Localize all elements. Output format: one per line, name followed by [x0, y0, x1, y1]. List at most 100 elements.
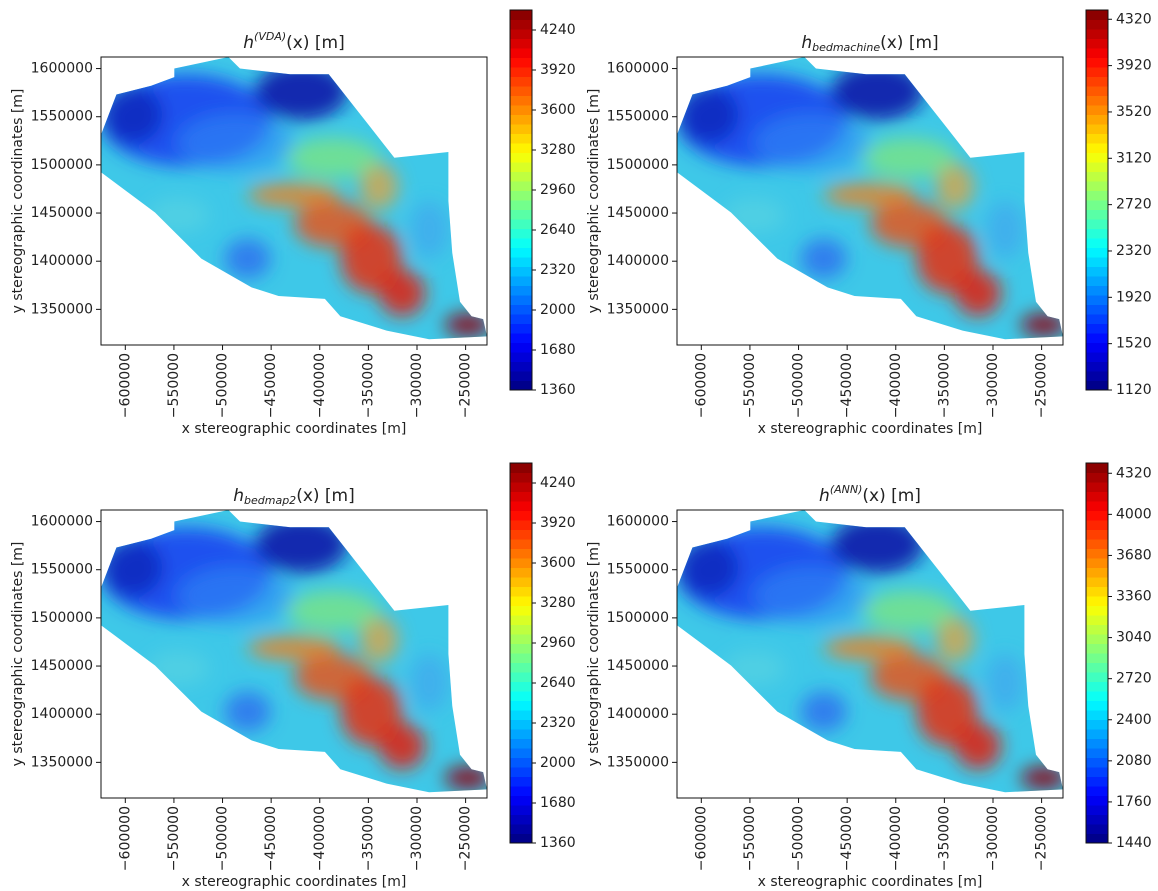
x-tick-label: −450000 [263, 806, 279, 871]
colorbar-tick-label: 2320 [540, 262, 576, 278]
colorbar-tick-label: 1680 [540, 342, 576, 358]
title-part: bedmachine [812, 41, 880, 54]
x-tick-label: −550000 [742, 353, 758, 418]
colorbar-tick-label: 3920 [1116, 58, 1152, 74]
x-tick-label: −300000 [409, 353, 425, 418]
chart-title: hbedmap2(x) [m] [233, 486, 355, 507]
map [101, 510, 487, 793]
title-part: (ANN) [830, 483, 863, 496]
axes-frame [100, 56, 488, 346]
y-tick-label: 1450000 [607, 205, 669, 221]
axes-frame [100, 509, 488, 799]
map [677, 57, 1063, 340]
panel: h(ANN)(x) [m] −600000 −550000 −500000 −45000… [586, 462, 1152, 890]
axes-frame [676, 509, 1064, 799]
x-tick-label: −550000 [742, 806, 758, 871]
y-axis-label: y stereographic coordinates [m] [10, 89, 26, 314]
colorbar-tick-label: 2400 [1116, 712, 1152, 728]
colorbar-tick-label: 4240 [540, 22, 576, 38]
colorbar-tick-label: 4240 [540, 475, 576, 491]
colorbar-tick-label: 2080 [1116, 753, 1152, 769]
colorbar-tick-label: 2720 [1116, 671, 1152, 687]
chart-title: h(VDA)(x) [m] [243, 30, 344, 53]
colorbar-tick-label: 2960 [540, 635, 576, 651]
chart-title: h(ANN)(x) [m] [819, 483, 921, 506]
y-tick-label: 1350000 [607, 754, 669, 770]
y-tick-label: 1500000 [31, 157, 93, 173]
y-tick-label: 1450000 [31, 658, 93, 674]
x-tick-label: −250000 [1034, 353, 1050, 418]
y-tick-label: 1500000 [607, 157, 669, 173]
x-tick-label: −450000 [263, 353, 279, 418]
colorbar-tick-label: 2000 [540, 755, 576, 771]
colorbar-tick-label: 2960 [540, 182, 576, 198]
colorbar-frame [509, 462, 533, 844]
x-axis-label: x stereographic coordinates [m] [758, 421, 983, 437]
y-tick-label: 1550000 [607, 562, 669, 578]
title-part: h [819, 486, 830, 506]
x-tick-label: −500000 [215, 353, 231, 418]
y-axis-label: y stereographic coordinates [m] [586, 89, 602, 314]
x-tick-label: −350000 [360, 353, 376, 418]
colorbar-tick-label: 3120 [1116, 150, 1152, 166]
x-tick-label: −300000 [985, 806, 1001, 871]
colorbar-tick-label: 1680 [540, 795, 576, 811]
colorbar: 1360 1680 2000 2320 2640 2960 3280 3600 3920 4240 [509, 462, 576, 851]
x-tick-label: −450000 [839, 353, 855, 418]
chart-title: hbedmachine(x) [m] [801, 33, 938, 54]
y-tick-label: 1350000 [607, 301, 669, 317]
x-tick-label: −400000 [312, 353, 328, 418]
x-tick-label: −300000 [985, 353, 1001, 418]
colorbar-tick-label: 1920 [1116, 289, 1152, 305]
colorbar-tick-label: 3520 [1116, 104, 1152, 120]
x-axis-label: x stereographic coordinates [m] [182, 874, 407, 890]
colorbar-tick-label: 1440 [1116, 835, 1152, 851]
y-tick-label: 1550000 [31, 562, 93, 578]
y-tick-label: 1450000 [31, 205, 93, 221]
colorbar-tick-label: 1360 [540, 382, 576, 398]
x-tick-label: −500000 [215, 806, 231, 871]
y-axis-label: y stereographic coordinates [m] [10, 542, 26, 767]
colorbar-tick-label: 1360 [540, 835, 576, 851]
x-tick-label: −350000 [936, 806, 952, 871]
title-part: h [243, 33, 254, 53]
x-tick-label: −550000 [166, 353, 182, 418]
colorbar-frame [1085, 9, 1109, 391]
y-tick-label: 1600000 [31, 514, 93, 530]
x-tick-label: −450000 [839, 806, 855, 871]
x-axis-label: x stereographic coordinates [m] [758, 874, 983, 890]
x-tick-label: −600000 [117, 353, 133, 418]
colorbar-tick-label: 3360 [1116, 589, 1152, 605]
map [677, 510, 1063, 793]
colorbar-tick-label: 2640 [540, 222, 576, 238]
y-tick-label: 1600000 [607, 61, 669, 77]
colorbar-tick-label: 3920 [540, 62, 576, 78]
x-tick-label: −600000 [117, 806, 133, 871]
y-tick-label: 1400000 [607, 706, 669, 722]
colorbar-tick-label: 3280 [540, 595, 576, 611]
colorbar-tick-label: 1520 [1116, 336, 1152, 352]
title-part: (x) [m] [296, 486, 355, 506]
colorbar-tick-label: 2000 [540, 302, 576, 318]
panel: hbedmachine(x) [m] −600000 −550000 −500000 −… [586, 9, 1152, 437]
y-axis-label: y stereographic coordinates [m] [586, 542, 602, 767]
y-tick-label: 1450000 [607, 658, 669, 674]
y-tick-label: 1400000 [31, 706, 93, 722]
colorbar-tick-label: 3920 [540, 515, 576, 531]
title-part: (x) [m] [880, 33, 939, 53]
colorbar-tick-label: 2320 [540, 715, 576, 731]
title-part: bedmap2 [244, 494, 296, 507]
colorbar-tick-label: 4320 [1116, 11, 1152, 27]
y-tick-label: 1500000 [31, 610, 93, 626]
title-part: h [233, 486, 244, 506]
colorbar-tick-label: 3280 [540, 142, 576, 158]
x-tick-label: −500000 [791, 353, 807, 418]
title-part: (VDA) [254, 30, 286, 43]
x-tick-label: −300000 [409, 806, 425, 871]
colorbar: 1120 1520 1920 2320 2720 3120 3520 3920 4320 [1085, 9, 1152, 398]
y-tick-label: 1550000 [31, 109, 93, 125]
y-tick-label: 1550000 [607, 109, 669, 125]
colorbar-tick-label: 4320 [1116, 465, 1152, 481]
x-axis-label: x stereographic coordinates [m] [182, 421, 407, 437]
